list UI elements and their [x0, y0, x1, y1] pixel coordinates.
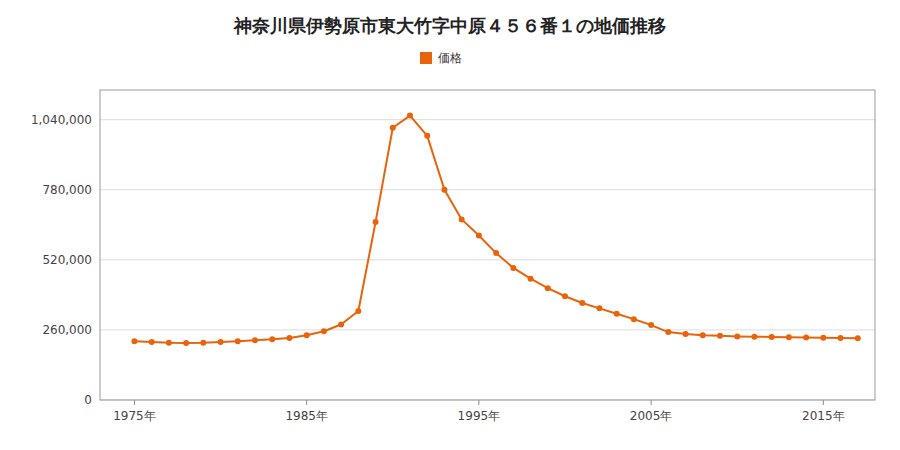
- marker: [441, 187, 447, 193]
- legend: 価格: [420, 51, 462, 65]
- marker: [631, 316, 637, 322]
- marker: [459, 216, 465, 222]
- y-tick-label: 1,040,000: [31, 113, 92, 127]
- grid-line: [100, 189, 875, 190]
- marker: [648, 322, 654, 328]
- marker: [131, 338, 137, 344]
- grid: [100, 120, 875, 400]
- legend-label: 価格: [438, 51, 462, 65]
- marker: [200, 340, 206, 346]
- x-tick: [478, 400, 479, 405]
- y-tick-label: 520,000: [42, 253, 92, 267]
- marker: [545, 285, 551, 291]
- marker: [717, 333, 723, 339]
- x-tick: [134, 400, 135, 405]
- marker: [407, 113, 413, 119]
- plot-area: [131, 113, 860, 347]
- marker: [838, 335, 844, 341]
- marker: [596, 305, 602, 311]
- title: 神奈川県伊勢原市東大竹字中原４５６番１の地価推移: [233, 15, 666, 36]
- y-tick-label: 260,000: [42, 323, 92, 337]
- x-tick-label: 1985年: [285, 409, 328, 423]
- marker: [528, 276, 534, 282]
- marker: [476, 233, 482, 239]
- marker: [665, 329, 671, 335]
- marker: [614, 311, 620, 317]
- legend-swatch: [420, 52, 432, 64]
- plot-frame: [100, 90, 875, 400]
- marker: [166, 340, 172, 346]
- marker: [803, 334, 809, 340]
- marker: [700, 332, 706, 338]
- marker: [338, 322, 344, 328]
- marker: [579, 300, 585, 306]
- line: [134, 116, 857, 344]
- marker: [855, 335, 861, 341]
- marker: [252, 337, 258, 343]
- marker: [390, 125, 396, 131]
- marker: [373, 219, 379, 225]
- marker: [235, 338, 241, 344]
- y-tick-label: 0: [84, 393, 92, 407]
- marker: [286, 335, 292, 341]
- marker: [321, 328, 327, 334]
- marker: [493, 250, 499, 256]
- x-tick-label: 1995年: [458, 409, 501, 423]
- y-tick-label: 780,000: [42, 183, 92, 197]
- grid-line: [100, 119, 875, 120]
- marker: [183, 340, 189, 346]
- x-tick: [823, 400, 824, 405]
- marker: [424, 133, 430, 139]
- grid-line: [100, 259, 875, 260]
- marker: [355, 308, 361, 314]
- marker: [510, 265, 516, 271]
- marker: [769, 334, 775, 340]
- x-tick: [651, 400, 652, 405]
- marker: [820, 335, 826, 341]
- x-tick-label: 1975年: [113, 409, 156, 423]
- marker: [786, 334, 792, 340]
- x-tick: [306, 400, 307, 405]
- marker: [562, 293, 568, 299]
- marker: [304, 332, 310, 338]
- marker: [149, 339, 155, 345]
- marker: [683, 331, 689, 337]
- chart: 神奈川県伊勢原市東大竹字中原４５６番１の地価推移 0 260,000 520,000 7…: [0, 0, 900, 450]
- x-tick-label: 2005年: [630, 409, 673, 423]
- marker: [269, 336, 275, 342]
- marker: [218, 339, 224, 345]
- grid-line: [100, 329, 875, 330]
- marker: [734, 333, 740, 339]
- x-tick-label: 2015年: [802, 409, 845, 423]
- marker: [751, 334, 757, 340]
